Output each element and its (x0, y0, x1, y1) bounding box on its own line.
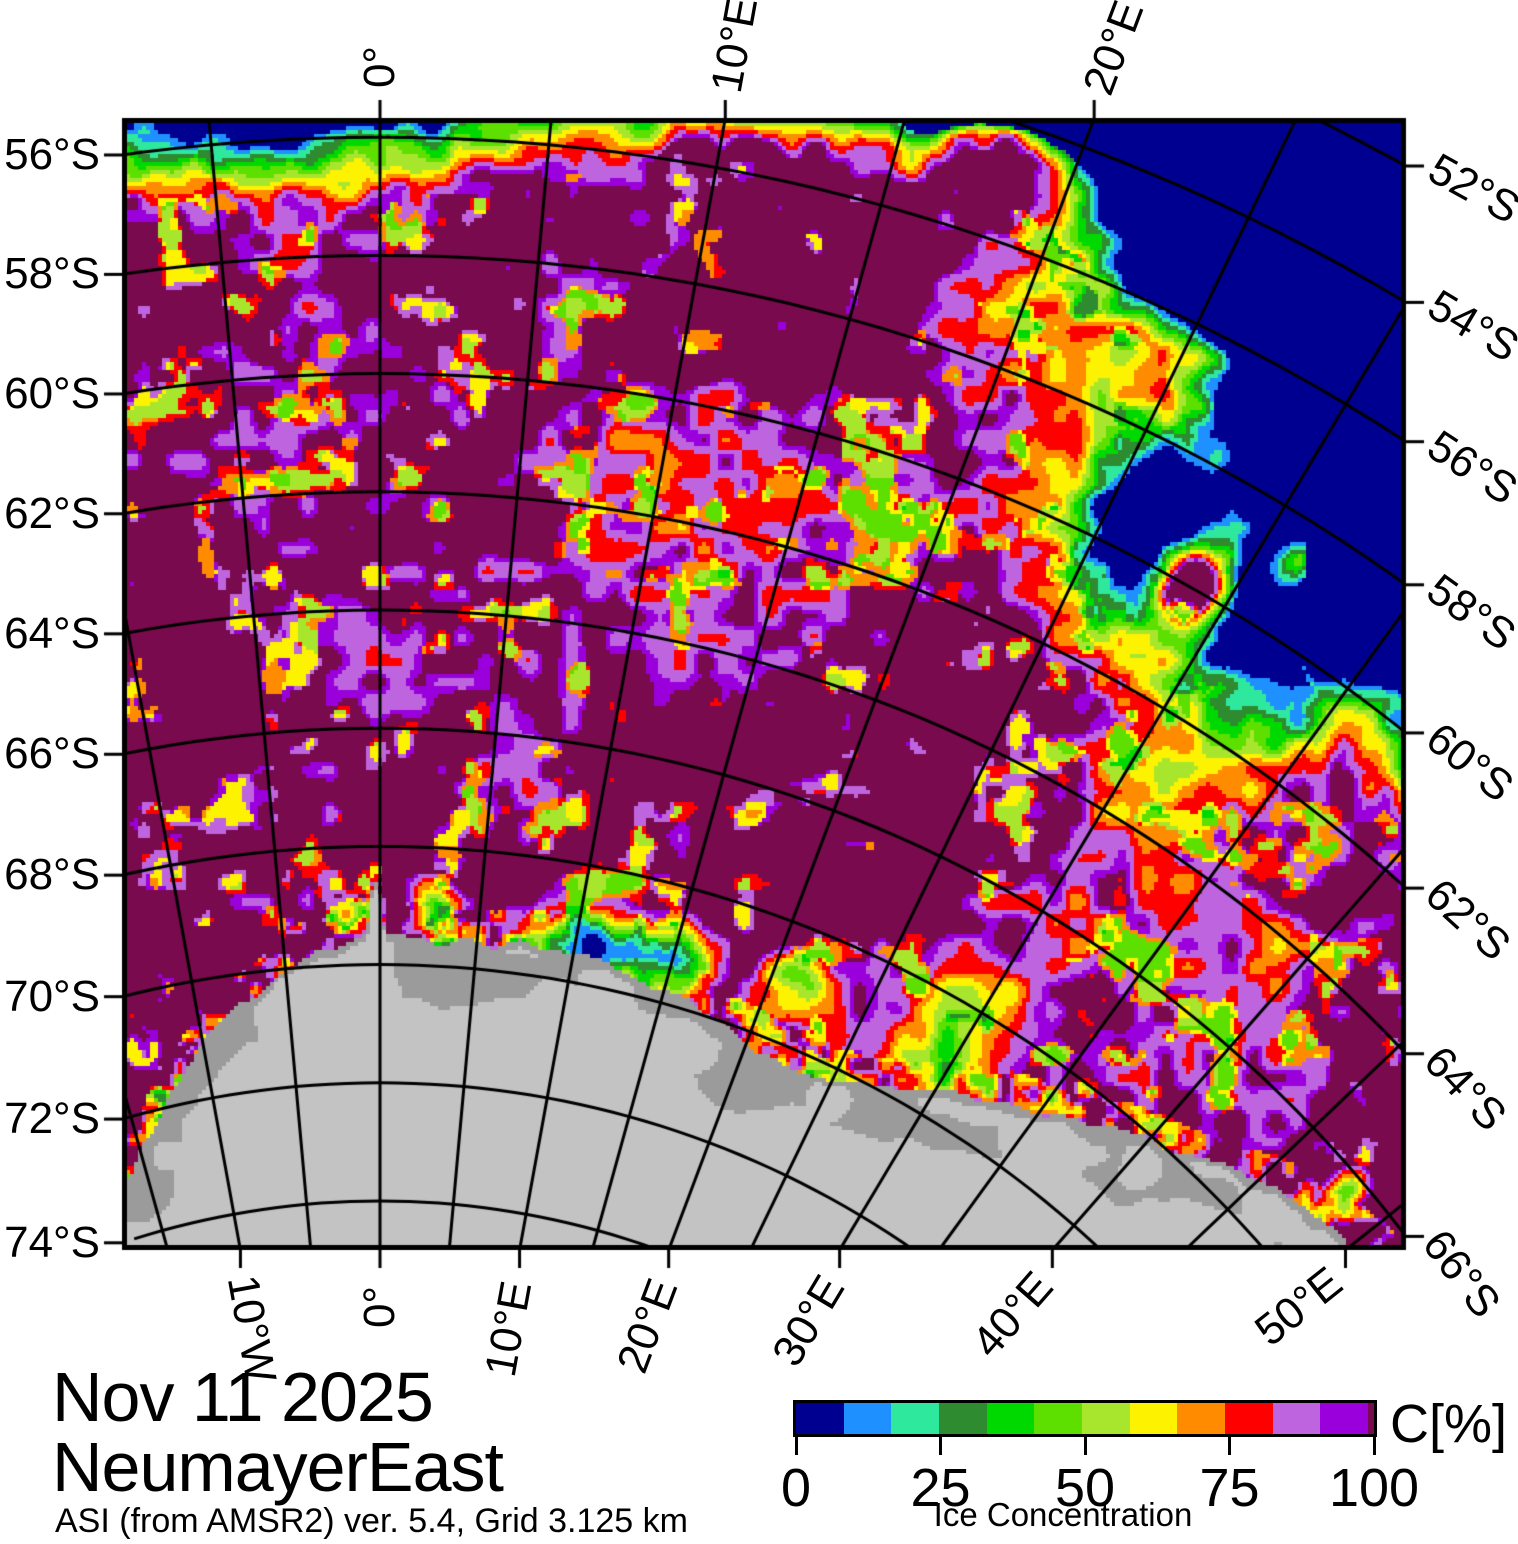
colorbar-tick (1372, 1437, 1376, 1455)
date-label: Nov 11 2025 (52, 1358, 434, 1436)
colorbar-tick-label: 50 (1054, 1458, 1116, 1518)
colorbar-tick-label: 100 (1328, 1458, 1420, 1518)
lat-label-left: 74°S (4, 1217, 100, 1267)
colorbar-tick (1083, 1437, 1087, 1455)
colorbar-axis-label: Ice Concentration (933, 1496, 1193, 1533)
colorbar-segment (1225, 1403, 1273, 1434)
colorbar-tick-label: 0 (780, 1458, 812, 1518)
colorbar (793, 1400, 1377, 1437)
colorbar-tick-label: 75 (1199, 1458, 1260, 1518)
colorbar-segment (1272, 1403, 1321, 1434)
lat-label-left: 66°S (4, 729, 100, 779)
lat-label-left: 68°S (4, 850, 100, 900)
source-label: ASI (from AMSR2) ver. 5.4, Grid 3.125 km (55, 1502, 688, 1540)
lon-label-top: 0° (355, 45, 404, 89)
lat-label-left: 58°S (4, 249, 100, 299)
lat-label-left: 72°S (4, 1094, 100, 1144)
lat-label-left: 62°S (4, 488, 100, 538)
colorbar-segment (1320, 1403, 1369, 1434)
lat-label-left: 56°S (4, 129, 100, 179)
colorbar-segment (939, 1403, 987, 1434)
colorbar-segment (986, 1403, 1035, 1434)
colorbar-tick (939, 1437, 942, 1455)
colorbar-segment (1177, 1403, 1226, 1434)
colorbar-segment (796, 1403, 844, 1434)
colorbar-segment (891, 1403, 940, 1434)
colorbar-segment (1082, 1403, 1130, 1434)
lat-label-left: 70°S (4, 971, 100, 1021)
region-label: NeumayerEast (52, 1428, 504, 1506)
lat-label-left: 64°S (4, 608, 100, 658)
colorbar-tick (1228, 1437, 1231, 1455)
colorbar-segment (843, 1403, 892, 1434)
colorbar-tick-label: 25 (910, 1458, 971, 1518)
colorbar-segment (1129, 1403, 1178, 1434)
colorbar-segment (1034, 1403, 1083, 1434)
colorbar-unit-label: C[%] (1390, 1394, 1508, 1454)
colorbar-tick (794, 1437, 798, 1455)
lon-label-bottom: 0° (355, 1285, 404, 1329)
lat-label-left: 60°S (4, 368, 100, 418)
colorbar-max-segment (1368, 1403, 1375, 1434)
